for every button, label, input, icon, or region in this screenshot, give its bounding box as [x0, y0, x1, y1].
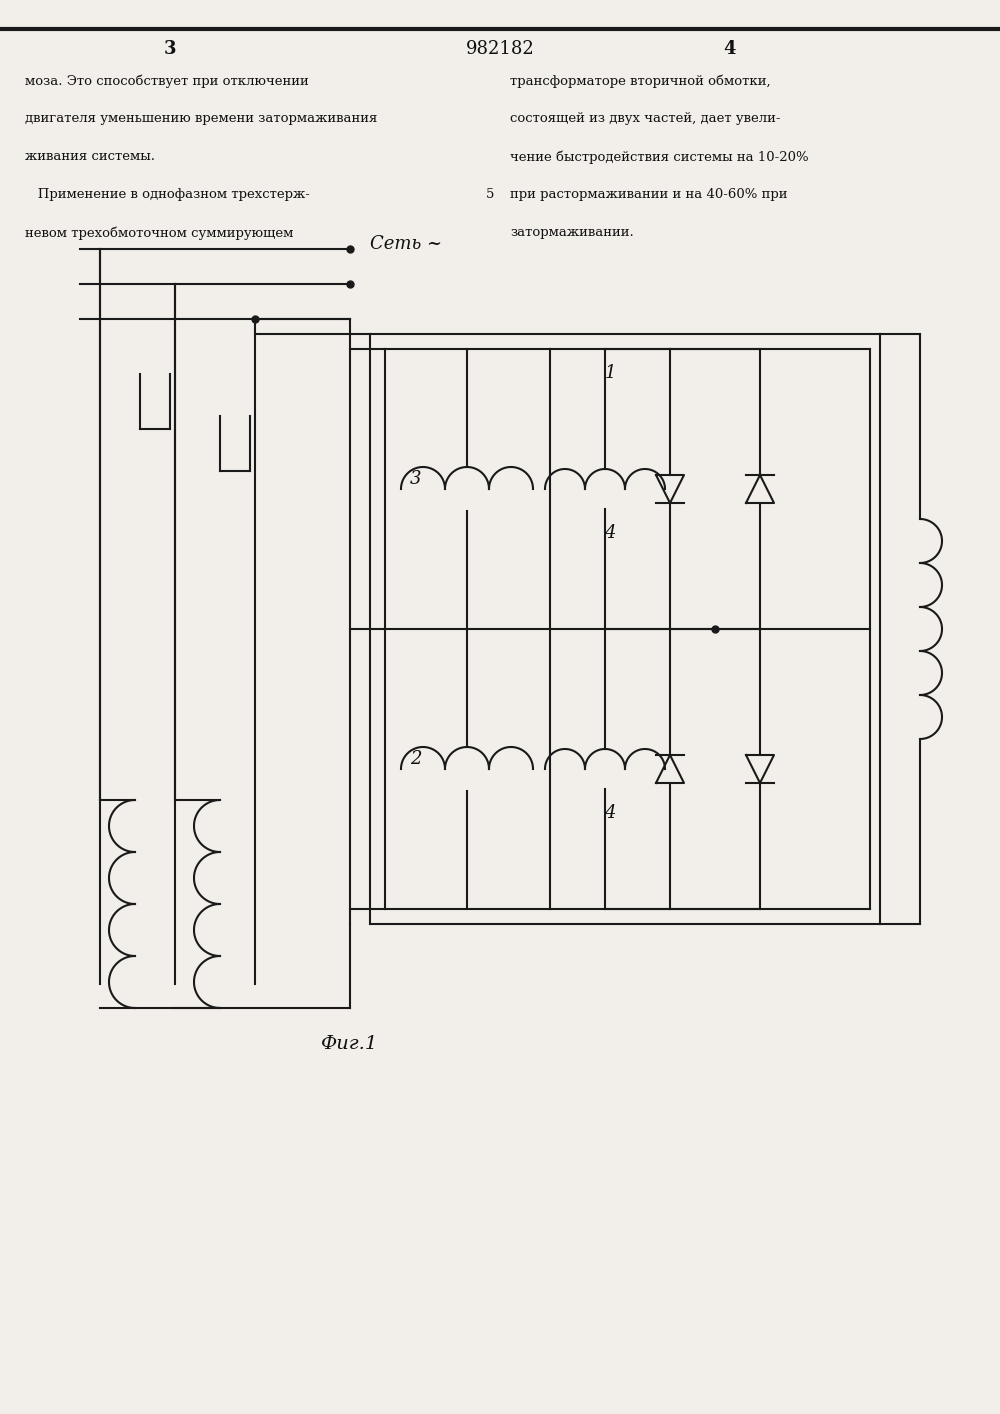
Text: 3: 3 [410, 469, 422, 488]
Text: Фиг.1: Фиг.1 [321, 1035, 379, 1053]
Text: 3: 3 [164, 40, 176, 58]
Text: 2: 2 [410, 749, 422, 768]
Text: состоящей из двух частей, дает увели-: состоящей из двух частей, дает увели- [510, 112, 780, 124]
Text: Сеть ~: Сеть ~ [370, 235, 442, 253]
Text: 982182: 982182 [466, 40, 534, 58]
Text: 4: 4 [724, 40, 736, 58]
Text: при растормаживании и на 40-60% при: при растормаживании и на 40-60% при [510, 188, 788, 201]
Text: затормаживании.: затормаживании. [510, 226, 634, 239]
Text: моза. Это способствует при отключении: моза. Это способствует при отключении [25, 74, 309, 88]
Text: живания системы.: живания системы. [25, 150, 155, 163]
Text: Применение в однофазном трехстерж-: Применение в однофазном трехстерж- [25, 188, 310, 201]
Text: 4: 4 [604, 805, 616, 822]
Text: 1: 1 [604, 363, 616, 382]
Text: 4: 4 [604, 525, 616, 542]
Text: двигателя уменьшению времени затормаживания: двигателя уменьшению времени затормажива… [25, 112, 377, 124]
Text: невом трехобмоточном суммирующем: невом трехобмоточном суммирующем [25, 226, 293, 239]
Text: трансформаторе вторичной обмотки,: трансформаторе вторичной обмотки, [510, 74, 771, 88]
Text: чение быстродействия системы на 10-20%: чение быстродействия системы на 10-20% [510, 150, 809, 164]
Text: 5: 5 [486, 188, 494, 201]
